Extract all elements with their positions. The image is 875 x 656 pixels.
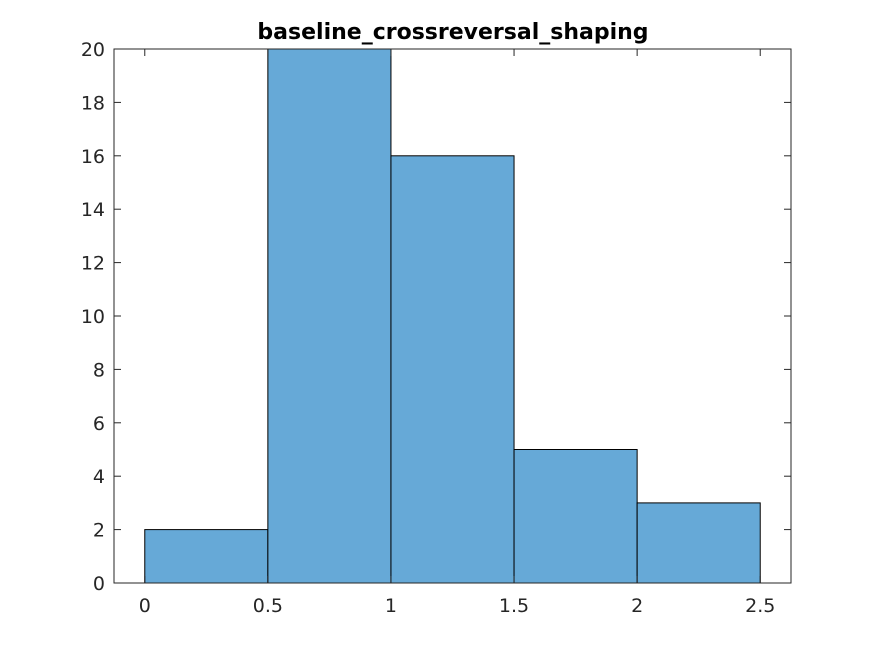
x-tick-label: 1.5 [499,595,529,617]
x-tick-label: 0.5 [253,595,283,617]
chart-title: baseline_crossreversal_shaping [257,20,648,45]
y-tick-label: 0 [93,573,105,595]
histogram-bar-3 [513,449,638,584]
y-tick-label: 12 [81,253,105,275]
y-tick-label: 18 [81,92,105,114]
y-tick-label: 8 [93,359,105,381]
x-axis-ticks: 0 0.5 1 1.5 2 2.5 [139,49,775,617]
histogram-bar-1 [267,48,392,584]
y-tick-label: 14 [81,199,105,221]
y-tick-label: 16 [81,146,105,168]
y-tick-label: 20 [81,39,105,61]
y-tick-label: 6 [93,413,105,435]
y-axis-ticks: 0 2 4 6 8 10 12 14 16 18 20 [81,39,791,595]
y-tick-label: 2 [93,520,105,542]
x-tick-label: 1 [385,595,397,617]
histogram-bar-0 [144,529,269,584]
x-tick-label: 2.5 [745,595,775,617]
x-tick-label: 2 [631,595,643,617]
histogram-bar-2 [390,155,515,584]
y-tick-label: 4 [93,466,105,488]
bars-group [144,48,761,584]
x-tick-label: 0 [139,595,151,617]
y-tick-label: 10 [81,306,105,328]
histogram-bar-4 [636,502,761,584]
